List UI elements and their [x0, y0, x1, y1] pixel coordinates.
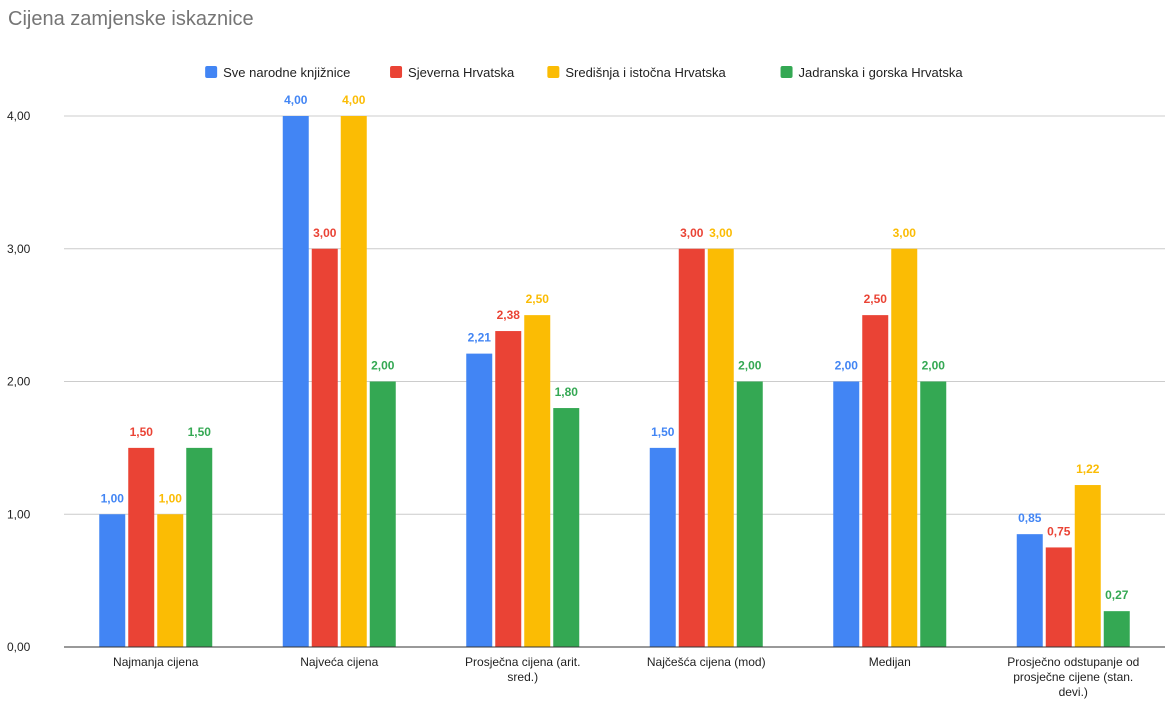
bar	[157, 514, 184, 647]
bar	[1045, 547, 1072, 647]
data-label: 1,50	[130, 425, 154, 439]
legend-swatch	[780, 66, 793, 78]
bar	[649, 447, 676, 647]
bar	[1103, 611, 1130, 647]
x-tick-label: Medijan	[869, 655, 911, 669]
data-label: 1,50	[188, 425, 212, 439]
legend-swatch	[390, 66, 403, 78]
bar	[1074, 485, 1101, 647]
y-tick-label: 1,00	[7, 507, 31, 521]
data-label: 1,50	[651, 425, 675, 439]
x-tick-label-line: Najmanja cijena	[113, 655, 199, 669]
bar	[707, 248, 734, 647]
x-tick-label-line: Najčešća cijena (mod)	[647, 655, 766, 669]
gridlines	[64, 115, 1165, 515]
bar	[369, 381, 396, 647]
x-tick-label-line: devi.)	[1059, 685, 1088, 699]
data-label: 0,85	[1018, 511, 1042, 525]
data-label: 2,50	[526, 292, 550, 306]
x-tick-label-line: Prosječna cijena (arit.	[465, 655, 580, 669]
x-tick-label: Najmanja cijena	[113, 655, 199, 669]
x-tick-label: Najčešća cijena (mod)	[647, 655, 766, 669]
x-tick-label-line: Medijan	[869, 655, 911, 669]
y-tick-label: 0,00	[7, 640, 31, 654]
data-label: 3,00	[680, 226, 704, 240]
bar	[553, 408, 580, 647]
x-tick-label: Prosječno odstupanje od prosječne cijene …	[1007, 655, 1139, 699]
legend-swatch	[205, 66, 218, 78]
data-label: 2,21	[468, 331, 492, 345]
data-label: 0,27	[1105, 588, 1129, 602]
bar	[186, 447, 213, 647]
data-label: 3,00	[893, 226, 917, 240]
legend: Sve narodne knjižnice Sjeverna Hrvatska Sr…	[205, 65, 963, 80]
bar	[891, 248, 918, 647]
bar	[833, 381, 860, 647]
bar-group	[99, 116, 1130, 647]
bar	[495, 331, 522, 647]
x-tick-label: Najveća cijena	[300, 655, 378, 669]
data-label: 2,50	[864, 292, 888, 306]
bar	[282, 116, 309, 647]
bar	[862, 315, 889, 647]
y-tick-label: 3,00	[7, 242, 31, 256]
data-label: 2,00	[922, 359, 946, 373]
data-label: 1,22	[1076, 462, 1100, 476]
legend-label: Jadranska i gorska Hrvatska	[799, 65, 964, 80]
bar	[678, 248, 705, 647]
bar	[99, 514, 126, 647]
bar	[311, 248, 338, 647]
bar	[920, 381, 947, 647]
data-label: 3,00	[709, 226, 733, 240]
y-tick-label: 2,00	[7, 375, 31, 389]
x-tick-label-line: prosječne cijene (stan.	[1013, 670, 1133, 684]
data-label: 2,00	[371, 359, 395, 373]
bar	[466, 353, 493, 647]
legend-label: Sve narodne knjižnice	[223, 65, 350, 80]
data-label: 2,00	[835, 359, 859, 373]
x-tick-label-line: Najveća cijena	[300, 655, 378, 669]
data-label: 4,00	[284, 93, 308, 107]
x-tick-label: Prosječna cijena (arit. sred.)	[465, 655, 580, 684]
legend-swatch	[547, 66, 560, 78]
bar	[524, 315, 551, 647]
data-label: 1,00	[159, 491, 183, 505]
x-tick-label-line: sred.)	[507, 670, 538, 684]
x-tick-label-line: Prosječno odstupanje od	[1007, 655, 1139, 669]
data-label: 2,38	[497, 308, 521, 322]
y-tick-label: 4,00	[7, 109, 31, 123]
data-label: 3,00	[313, 226, 337, 240]
data-label: 4,00	[342, 93, 366, 107]
data-label: 1,00	[101, 491, 125, 505]
axes: 0,00 1,00 2,00 3,00 4,00 Najmanja cijena Najve…	[7, 109, 1165, 699]
bar	[736, 381, 763, 647]
chart-title: Cijena zamjenske iskaznice	[8, 8, 254, 30]
bar	[128, 447, 155, 647]
legend-label: Središnja i istočna Hrvatska	[565, 65, 726, 80]
data-label: 2,00	[738, 359, 762, 373]
data-label: 1,80	[555, 385, 579, 399]
data-label: 0,75	[1047, 524, 1071, 538]
bar	[1016, 534, 1043, 647]
bar	[340, 116, 367, 647]
data-labels: 1,00 1,50 1,00 1,50 4,00 3,00 4,00 2,00 2,21 2,38…	[101, 93, 1129, 602]
legend-label: Sjeverna Hrvatska	[408, 65, 515, 80]
